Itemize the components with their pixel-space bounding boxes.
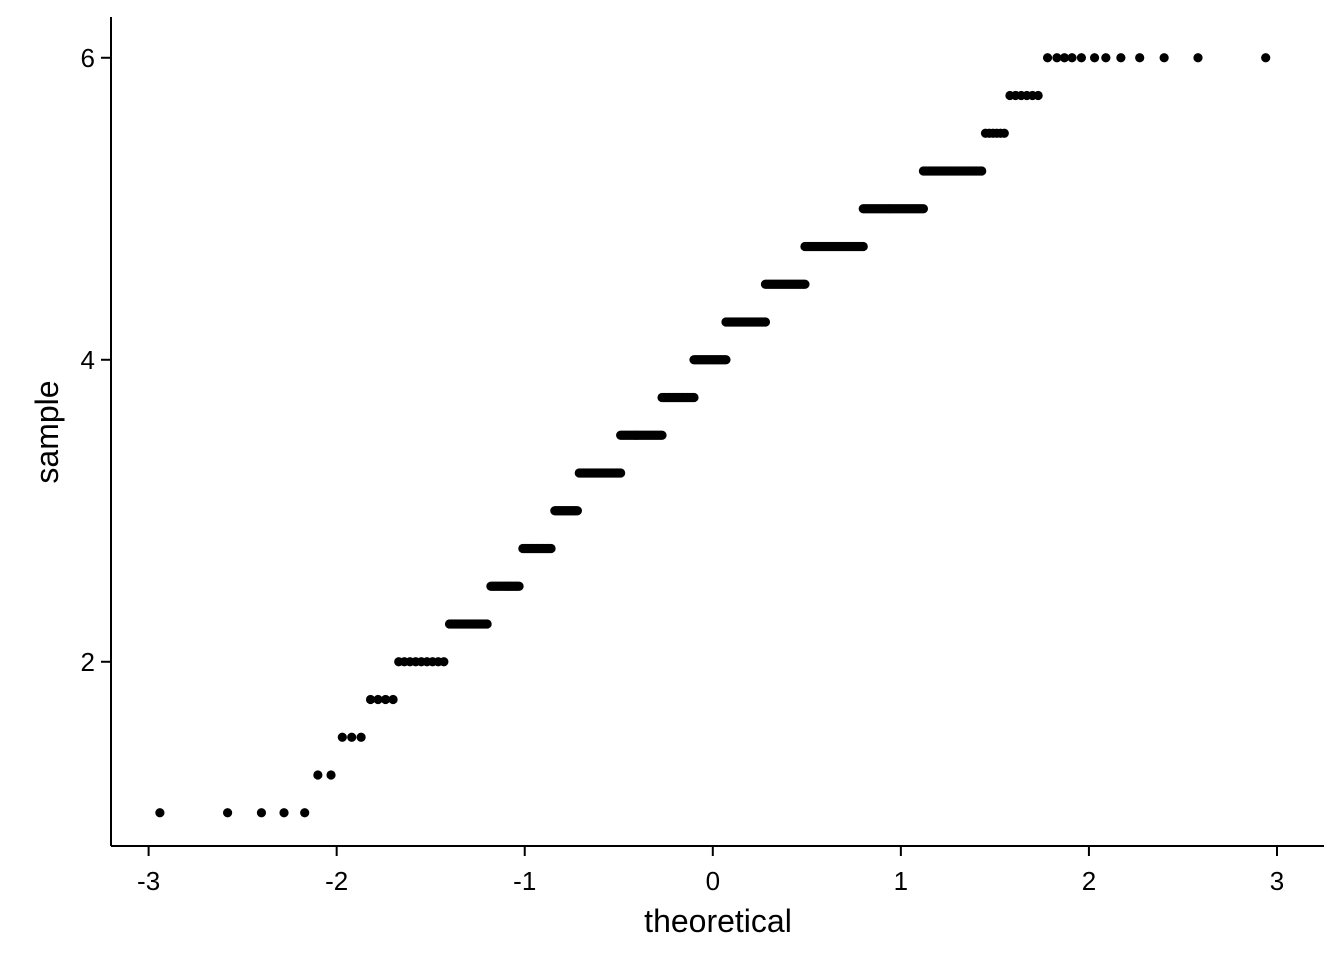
data-point [657, 430, 667, 440]
data-point [380, 694, 391, 705]
y-axis-ticks: 2 4 6 [81, 43, 111, 677]
x-axis-title: theoretical [644, 903, 792, 939]
data-point [1089, 53, 1100, 63]
data-point [1076, 53, 1086, 63]
data-point [1042, 53, 1053, 63]
data-point [279, 808, 289, 818]
data-point [300, 808, 310, 818]
y-tick-label: 4 [81, 345, 95, 375]
data-point [572, 506, 582, 516]
data-point [1261, 53, 1271, 63]
data-point [858, 241, 868, 252]
data-point [373, 694, 383, 705]
data-point [337, 732, 347, 742]
y-axis-title: sample [29, 380, 65, 483]
data-point [1033, 90, 1043, 101]
data-point [365, 694, 376, 705]
data-point [800, 279, 810, 289]
data-point [977, 166, 987, 176]
data-point [1059, 53, 1070, 63]
data-point [918, 204, 929, 214]
y-tick-label: 6 [81, 43, 95, 73]
data-point [439, 657, 449, 667]
data-point [155, 808, 165, 818]
data-point [356, 732, 366, 742]
data-point [546, 543, 556, 554]
data-points [155, 53, 1271, 818]
data-point [760, 317, 771, 327]
data-point [482, 619, 492, 629]
data-point [721, 355, 731, 365]
data-point [347, 732, 357, 742]
data-point [999, 128, 1009, 138]
data-point [1159, 53, 1169, 63]
data-point [689, 392, 699, 403]
data-point [514, 581, 524, 591]
x-tick-label: -3 [137, 866, 160, 896]
x-axis-ticks: -3 -2 -1 0 1 2 3 [137, 846, 1284, 896]
data-point [1135, 53, 1145, 63]
data-point [616, 468, 626, 478]
x-tick-label: 0 [706, 866, 720, 896]
data-point [313, 770, 323, 780]
x-tick-label: -2 [325, 866, 348, 896]
data-point [256, 808, 267, 818]
data-point [1116, 53, 1126, 63]
x-tick-label: 3 [1270, 866, 1284, 896]
x-tick-label: -1 [513, 866, 536, 896]
data-point [388, 694, 398, 705]
y-tick-label: 2 [81, 647, 95, 677]
data-point [223, 808, 233, 818]
data-point [1193, 53, 1203, 63]
data-point [1101, 53, 1111, 63]
data-point [1052, 53, 1062, 63]
x-tick-label: 2 [1082, 866, 1096, 896]
data-point [326, 770, 336, 780]
x-tick-label: 1 [894, 866, 908, 896]
data-point [1067, 53, 1077, 63]
